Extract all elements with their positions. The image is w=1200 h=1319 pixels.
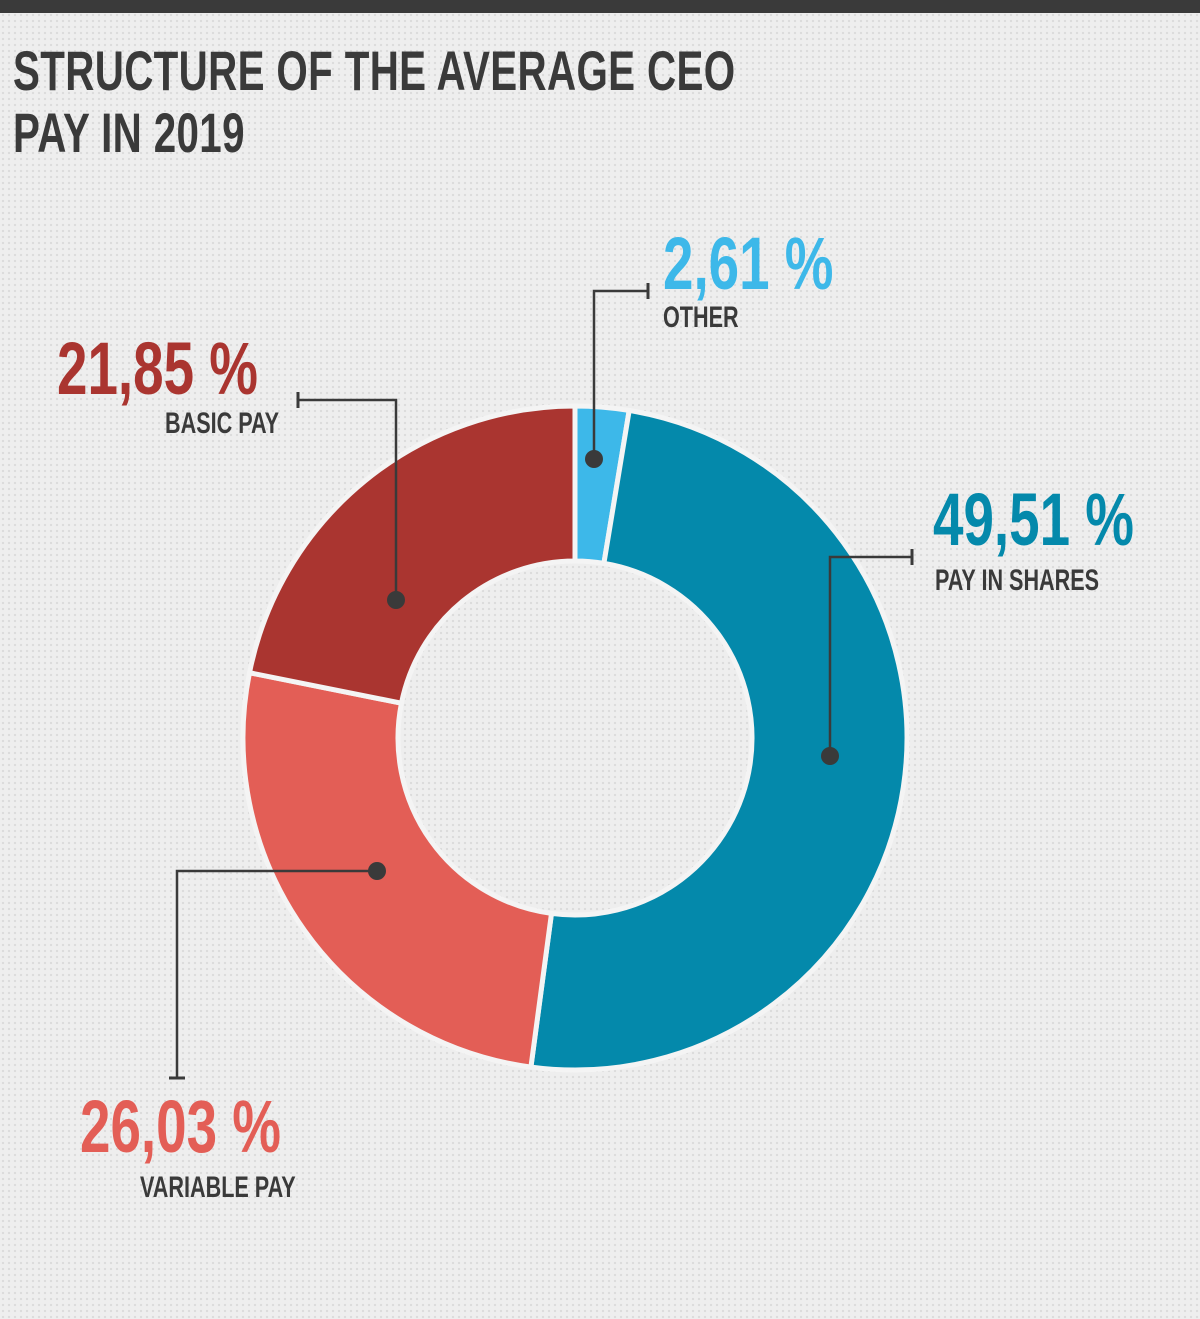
slice-basic-pay [246,403,578,706]
value-label-basic-pay: 21,85 % [57,327,258,410]
category-label-variable-pay: VARIABLE PAY [140,1171,296,1204]
title-line-1: STRUCTURE OF THE AVERAGE CEO [13,39,736,102]
value-label-variable-pay: 26,03 % [80,1085,281,1168]
value-label-pay-in-shares: 49,51 % [933,478,1134,561]
chart-title: STRUCTURE OF THE AVERAGE CEO PAY IN 2019 [13,40,735,164]
leader-variable-pay [169,862,386,1080]
title-line-2: PAY IN 2019 [13,101,245,164]
category-label-pay-in-shares: PAY IN SHARES [935,564,1100,597]
slice-pay-in-shares [528,407,910,1073]
leader-variable-pay-dot [368,862,386,880]
category-label-other: OTHER [663,301,739,334]
top-bar [0,0,1200,13]
value-label-other: 2,61 % [663,222,834,305]
leader-basic-pay [296,392,405,609]
leader-basic-pay-dot [387,591,405,609]
category-label-basic-pay: BASIC PAY [165,407,280,440]
leader-other-dot [585,450,603,468]
leader-other [585,283,650,468]
leader-pay-in-shares [821,549,914,765]
slice-variable-pay [240,670,554,1070]
leader-pay-in-shares-dot [821,747,839,765]
